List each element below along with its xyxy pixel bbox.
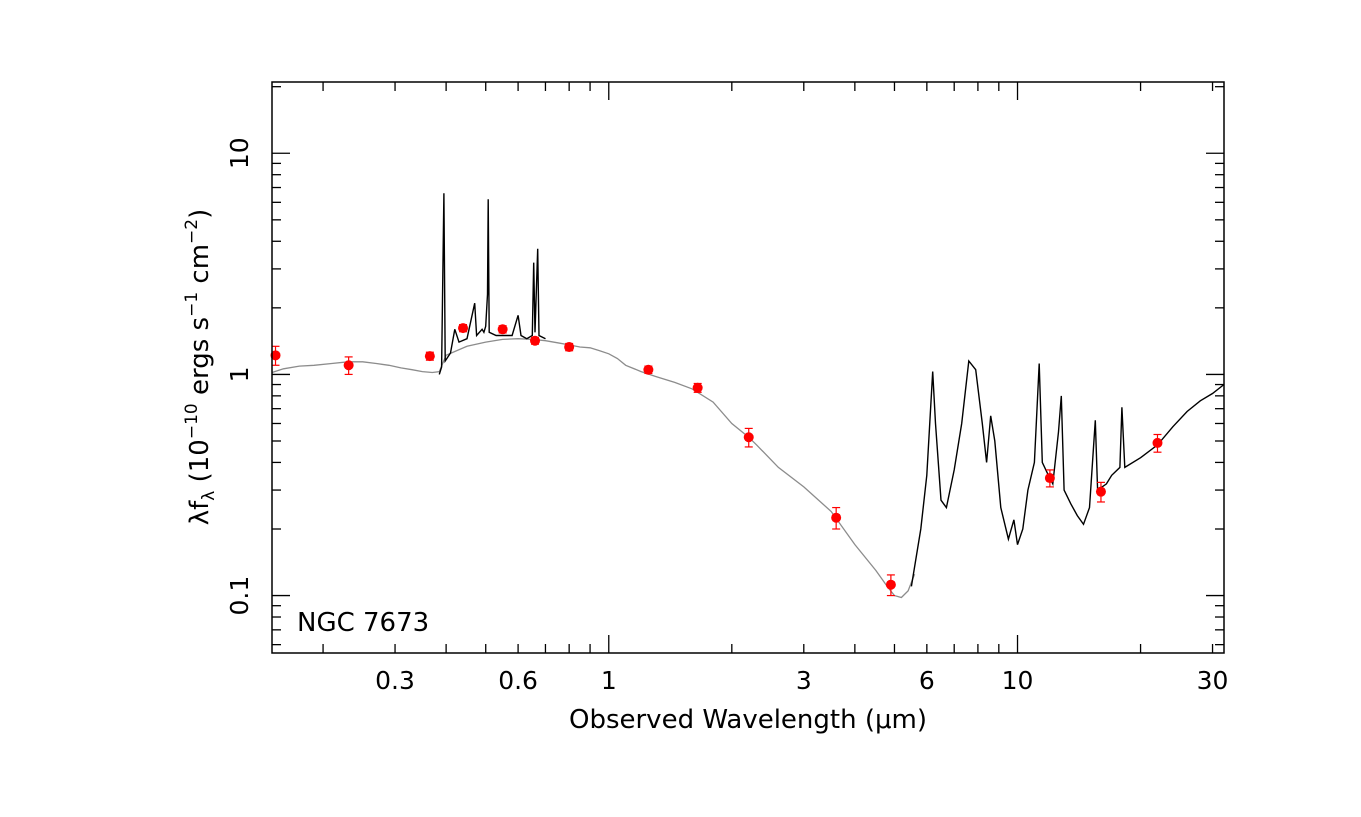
photometry-point [885, 579, 896, 590]
photometry-point [530, 335, 541, 346]
x-tick-labels: 0.3 0.6 1 3 6 10 30 [375, 666, 1228, 695]
ylabel-close: ) [185, 209, 215, 219]
photometry-layer [270, 323, 1163, 597]
x-tick-label: 10 [1002, 666, 1034, 695]
ylabel-lambda-subscript: λ [199, 491, 219, 501]
photometry-point [424, 351, 435, 362]
ylabel-lambda-f: λf [185, 500, 215, 525]
photometry-point [270, 350, 281, 361]
ylabel-exp-2: −1 [182, 292, 202, 317]
x-tick-label: 3 [796, 666, 812, 695]
model-sed-line [271, 338, 916, 599]
photometry-point [497, 324, 508, 335]
x-axis-title: Observed Wavelength (μm) [569, 705, 927, 735]
object-annotation: NGC 7673 [297, 608, 429, 638]
photometry-point [743, 432, 754, 443]
photometry-point [343, 360, 354, 371]
x-tick-label: 0.3 [375, 666, 415, 695]
ylabel-cm: cm [185, 244, 215, 292]
y-tick-label: 10 [225, 137, 254, 169]
ylabel-ergs-s: ergs s [185, 317, 215, 403]
spectrum-layer [438, 193, 1225, 587]
plot-frame [271, 81, 1225, 654]
photometry-point [1152, 437, 1163, 448]
x-tick-label: 30 [1197, 666, 1229, 695]
y-tick-labels: 0.1 1 10 [225, 137, 254, 615]
photometry-point [564, 342, 575, 353]
model-curve-layer [271, 338, 916, 599]
x-tick-label: 0.6 [498, 666, 538, 695]
y-axis-title: λfλ (10−10 ergs s−1 cm−2) [182, 209, 219, 526]
ylabel-exp-3: −2 [182, 219, 202, 244]
x-tick-label: 6 [919, 666, 935, 695]
x-tick-label: 1 [601, 666, 617, 695]
photometry-point [692, 382, 703, 393]
ylabel-units-open: (10 [185, 439, 215, 491]
ylabel-exp-1: −10 [182, 403, 202, 439]
y-tick-label: 1 [225, 366, 254, 382]
photometry-point [1044, 473, 1055, 484]
observed-spectrum-line [438, 193, 546, 375]
observed-spectrum-line [910, 359, 1225, 587]
photometry-point [643, 364, 654, 375]
photometry-point [1095, 486, 1106, 497]
photometry-point [458, 323, 469, 334]
photometry-point [831, 512, 842, 523]
y-tick-label: 0.1 [225, 576, 254, 616]
axis-ticks [272, 82, 1224, 653]
